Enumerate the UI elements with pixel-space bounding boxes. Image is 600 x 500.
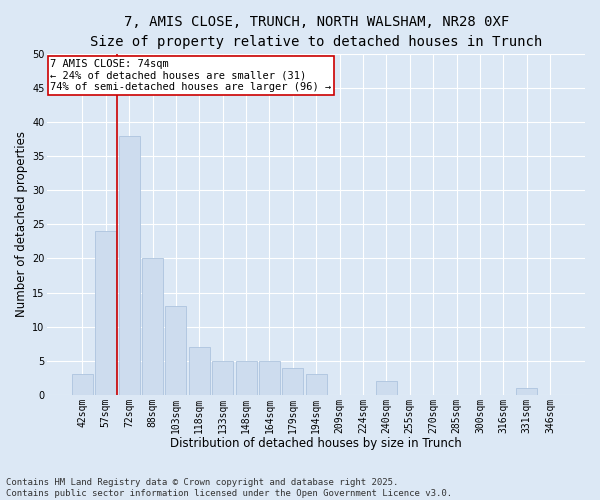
- Bar: [376, 381, 397, 395]
- Bar: [259, 360, 280, 395]
- Text: Contains HM Land Registry data © Crown copyright and database right 2025.
Contai: Contains HM Land Registry data © Crown c…: [6, 478, 452, 498]
- Y-axis label: Number of detached properties: Number of detached properties: [15, 132, 28, 318]
- Bar: [212, 360, 233, 395]
- Bar: [306, 374, 327, 395]
- Bar: [142, 258, 163, 395]
- Bar: [516, 388, 537, 395]
- Bar: [189, 347, 210, 395]
- Bar: [119, 136, 140, 395]
- Bar: [283, 368, 304, 395]
- Text: 7 AMIS CLOSE: 74sqm
← 24% of detached houses are smaller (31)
74% of semi-detach: 7 AMIS CLOSE: 74sqm ← 24% of detached ho…: [50, 59, 331, 92]
- X-axis label: Distribution of detached houses by size in Trunch: Distribution of detached houses by size …: [170, 437, 462, 450]
- Bar: [95, 231, 116, 395]
- Title: 7, AMIS CLOSE, TRUNCH, NORTH WALSHAM, NR28 0XF
Size of property relative to deta: 7, AMIS CLOSE, TRUNCH, NORTH WALSHAM, NR…: [90, 15, 542, 48]
- Bar: [166, 306, 187, 395]
- Bar: [236, 360, 257, 395]
- Bar: [72, 374, 93, 395]
